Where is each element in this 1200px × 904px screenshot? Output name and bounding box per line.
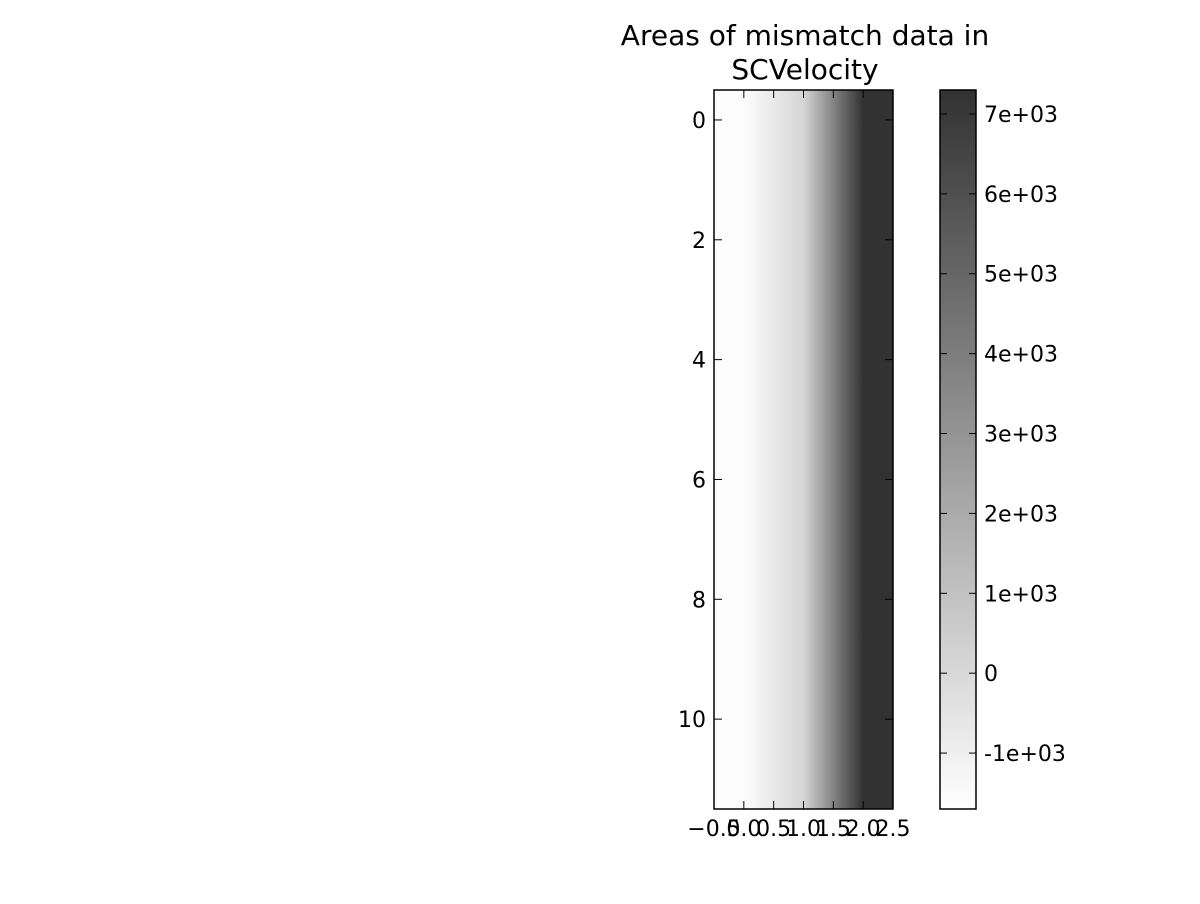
- colorbar-tick-label: 1e+03: [984, 582, 1058, 607]
- chart-title-line-2: SCVelocity: [731, 53, 878, 86]
- x-tick-label: 0.0: [726, 817, 761, 842]
- y-tick-label: 6: [692, 468, 706, 493]
- y-tick-label: 2: [692, 229, 706, 254]
- colorbar-tick-label: 6e+03: [984, 183, 1058, 208]
- y-tick-label: 8: [692, 588, 706, 613]
- colorbar-tick-label: -1e+03: [984, 742, 1066, 767]
- colorbar-tick-label: 0: [984, 662, 998, 687]
- y-tick-label: 10: [678, 708, 706, 733]
- x-tick-label: 0.5: [756, 817, 791, 842]
- colorbar-tick-label: 7e+03: [984, 103, 1058, 128]
- y-tick-label: 4: [692, 349, 706, 374]
- colorbar-frame: [939, 89, 977, 810]
- colorbar-tick-label: 5e+03: [984, 263, 1058, 288]
- colorbar: -1e+03 0 1e+03 2e+03 3e+03 4e+03 5e+03 6e+03 7e+…: [939, 89, 1066, 810]
- heatmap-plot-area: 0 2 4 6 8 10 −0.50.00.51.01.52.02.5: [678, 89, 911, 842]
- y-tick-label: 0: [692, 109, 706, 134]
- x-tick-label: 2.5: [876, 817, 911, 842]
- colorbar-gradient: [940, 90, 976, 809]
- x-tick-label: 1.5: [816, 817, 851, 842]
- colorbar-tick-label: 3e+03: [984, 423, 1058, 448]
- chart-title-line-1: Areas of mismatch data in: [621, 19, 989, 52]
- colorbar-tick-label: 4e+03: [984, 343, 1058, 368]
- colorbar-tick-label: 2e+03: [984, 502, 1058, 527]
- chart-title: Areas of mismatch data in SCVelocity: [621, 19, 989, 86]
- heatmap-image: [714, 90, 893, 809]
- x-tick-label: 1.0: [786, 817, 821, 842]
- x-tick-label: 2.0: [846, 817, 881, 842]
- x-tick-label: −0.5: [687, 817, 740, 842]
